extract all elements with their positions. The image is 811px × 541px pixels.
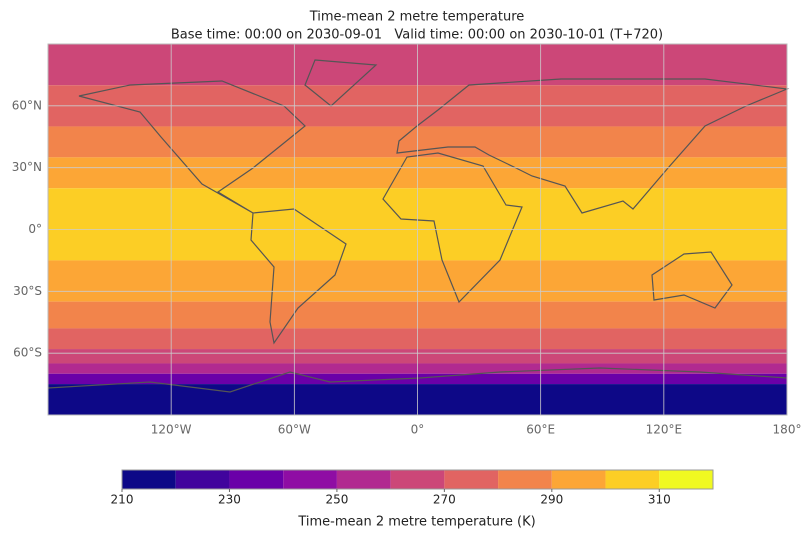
colorbar-tick-label: 250 (325, 493, 348, 507)
y-tick-label: 60°S (13, 346, 42, 360)
colorbar-segment (175, 470, 230, 489)
colorbar-segment (229, 470, 284, 489)
title: Time-mean 2 metre temperature (309, 10, 525, 25)
coastline (382, 152, 523, 304)
colorbar-segment (498, 470, 552, 489)
colorbar-tick-label: 270 (433, 493, 456, 507)
y-tick-label: 30°S (13, 284, 42, 298)
colorbar-tick-label: 290 (540, 493, 563, 507)
colorbar-segment (336, 470, 391, 489)
y-tick-label: 60°N (12, 98, 42, 112)
colorbar-frame (121, 469, 714, 490)
colorbar-label: Time-mean 2 metre temperature (K) (297, 515, 535, 530)
x-tick-label: 60°W (278, 423, 311, 437)
y-tick-label: 30°N (12, 160, 42, 174)
coastline (250, 208, 347, 345)
y-tick-label: 0° (28, 222, 42, 236)
colorbar-segment (283, 470, 337, 489)
colorbar: 210 230 250 270 290 310 (111, 469, 714, 507)
colorbar-segment (444, 470, 499, 489)
x-tick-label: 120°W (151, 423, 192, 437)
colorbar-tick-label: 230 (218, 493, 241, 507)
coastline (651, 251, 733, 309)
coastline (78, 80, 306, 214)
colorbar-segment (122, 470, 176, 489)
x-tick-label: 0° (411, 423, 425, 437)
x-tick-label: 180° (773, 423, 802, 437)
colorbar-segment (390, 470, 445, 489)
map-frame (47, 43, 788, 416)
x-tick-label: 60°E (526, 423, 555, 437)
colorbar-segment (659, 470, 713, 489)
colorbar-segment (551, 470, 606, 489)
colorbar-segment (605, 470, 660, 489)
x-tick-label: 120°E (646, 423, 683, 437)
colorbar-tick-label: 210 (111, 493, 134, 507)
coastline (47, 367, 788, 393)
colorbar-tick-label: 310 (648, 493, 671, 507)
subtitle: Base time: 00:00 on 2030-09-01 Valid tim… (171, 28, 663, 43)
